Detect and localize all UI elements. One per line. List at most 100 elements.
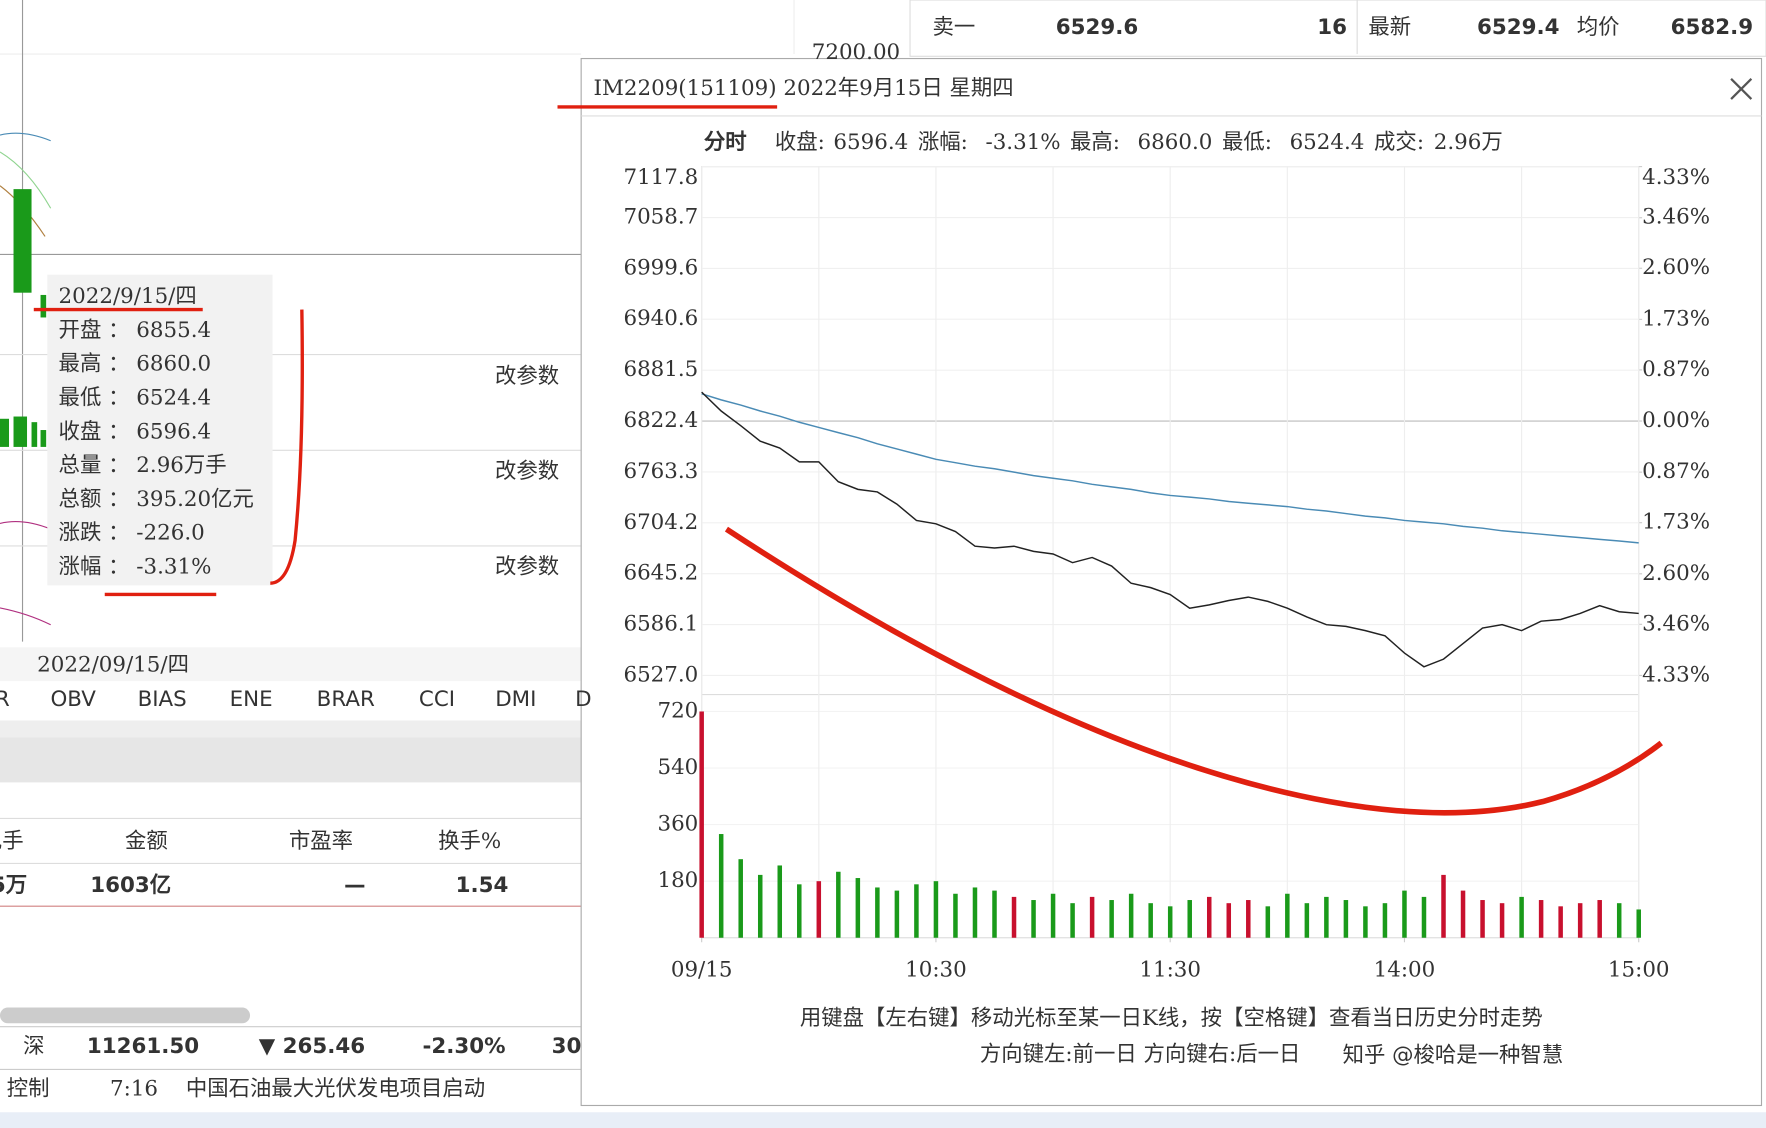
quote-text: 6529.4: [1477, 15, 1560, 40]
toolbar: [0, 737, 582, 783]
volume-bar: [1089, 896, 1095, 938]
volume-bar: [1421, 896, 1427, 938]
volume-tick-label: 540: [657, 755, 698, 780]
tooltip-row: 最高 ： 6860.0: [59, 352, 212, 377]
indicator-tab[interactable]: R: [0, 687, 10, 712]
y-tick-label: 6704.2: [623, 510, 698, 535]
close-button[interactable]: [1730, 78, 1753, 100]
indicator-tab[interactable]: BIAS: [138, 687, 187, 712]
watermark: 知乎 @梭哈是一种智慧: [1343, 1043, 1564, 1068]
volume-bar: [836, 871, 841, 938]
stat-text: 最高:: [1070, 130, 1120, 155]
table-header: 换手%: [438, 829, 501, 854]
volume-bar: [1246, 900, 1251, 938]
scrollbar[interactable]: [0, 1007, 251, 1024]
volume-bar: [1148, 903, 1153, 938]
volume-bar: [953, 893, 958, 938]
date-bar: [0, 647, 582, 682]
stat-text: 收盘:: [775, 130, 825, 155]
volume-bar: [816, 881, 822, 938]
volume-bar: [1616, 903, 1622, 938]
news-text: 中国石油最大光伏发电项目启动: [186, 1077, 485, 1102]
param-button[interactable]: 改参数: [495, 364, 559, 389]
stat-text: 涨幅:: [918, 130, 968, 155]
table-header: 现手: [0, 829, 24, 854]
y-tick-label: 7058.7: [623, 205, 698, 230]
ma-line: [0, 151, 52, 209]
y2-tick-label: 3.46%: [1642, 611, 1710, 636]
volume-bar: [855, 878, 861, 938]
y-tick-label: 6645.2: [623, 561, 698, 586]
volume-bar: [699, 711, 704, 938]
labels: 7200.00 2022/9/15/四开盘 ： 6855.4 最高 ： 6860.0…: [0, 15, 1753, 1102]
y2-tick-label: 1.73%: [1642, 510, 1710, 535]
y2-tick-label: 4.33%: [1642, 165, 1710, 190]
volume-bar: [1519, 896, 1524, 938]
x-tick-label: 09/15: [671, 957, 733, 982]
table-header: 金额: [125, 829, 168, 854]
volume-bar: [1460, 890, 1466, 938]
annotation-curve: [724, 526, 1663, 816]
volume-bar: [1577, 903, 1583, 938]
volume-bar: [1265, 906, 1271, 938]
volume-bar: [1187, 900, 1192, 938]
volume-bar: [40, 430, 47, 447]
volume-bar: [31, 422, 38, 447]
indicator-tab[interactable]: BRAR: [317, 687, 375, 712]
indicator-line: [0, 607, 51, 626]
y2-tick-label: 0.00%: [1642, 408, 1710, 433]
indicator-tab[interactable]: D: [575, 687, 591, 712]
stat-text: 6860.0: [1138, 130, 1213, 155]
hint: 方向键左:前一日 方向键右:后一日: [980, 1042, 1301, 1067]
candle: [13, 189, 32, 293]
y2-tick-label: 4.33%: [1642, 662, 1710, 687]
stat-text: 成交:: [1374, 130, 1424, 155]
volume-bar: [1480, 900, 1485, 938]
table-header: 市盈率: [289, 829, 353, 854]
y2-tick-label: 0.87%: [1642, 357, 1710, 382]
volume-bar: [1070, 903, 1075, 938]
close-icon[interactable]: [1730, 78, 1753, 100]
volume-bar: [13, 416, 28, 447]
volume-bar: [797, 884, 802, 938]
x-tick-label: 11:30: [1139, 957, 1201, 982]
volume-tick-label: 180: [657, 868, 698, 893]
volume-bar: [0, 418, 10, 447]
popup: IM2209(151109) 2022年9月15日 星期四: [557, 57, 1763, 1107]
volume-bar: [1324, 896, 1329, 938]
volume-bar: [1128, 893, 1134, 938]
intraday-chart: [699, 166, 1643, 943]
indicator-tab[interactable]: OBV: [50, 687, 96, 712]
tooltip-row: 总额 ： 395.20亿元: [59, 487, 254, 512]
quote-text: 16: [1317, 15, 1347, 40]
splitter[interactable]: [0, 720, 582, 738]
hint: 用键盘【左右键】移动光标至某一日K线，按【空格键】查看当日历史分时走势: [800, 1006, 1543, 1031]
volume-bar: [1343, 900, 1349, 938]
indicator-tab[interactable]: CCI: [419, 687, 455, 712]
index-value: 11261.50: [87, 1034, 199, 1059]
tooltip-box: [47, 274, 273, 586]
indicator-line: [0, 521, 51, 530]
table-cell: 1603亿: [90, 873, 171, 898]
index-value: -2.30%: [423, 1034, 506, 1059]
volume-bar: [914, 884, 919, 938]
volume-bar: [718, 834, 724, 938]
table-cell: 5万: [0, 873, 27, 898]
indicator-tab[interactable]: DMI: [495, 687, 536, 712]
table-cell: —: [344, 873, 365, 898]
y-tick-label: 6527.0: [623, 662, 698, 687]
param-button[interactable]: 改参数: [495, 459, 559, 484]
news-text: 控制: [7, 1077, 50, 1102]
volume-bar: [1441, 874, 1446, 938]
param-button[interactable]: 改参数: [495, 554, 559, 579]
indicator-tab[interactable]: ENE: [230, 687, 273, 712]
volume-bar: [738, 859, 743, 938]
stat-text: 分时: [704, 130, 747, 155]
volume-bar: [1382, 903, 1388, 938]
index-value: 深: [23, 1034, 44, 1059]
taskbar: [0, 1112, 1766, 1128]
stat-text: -3.31%: [985, 130, 1060, 155]
price-line: [701, 393, 1639, 544]
